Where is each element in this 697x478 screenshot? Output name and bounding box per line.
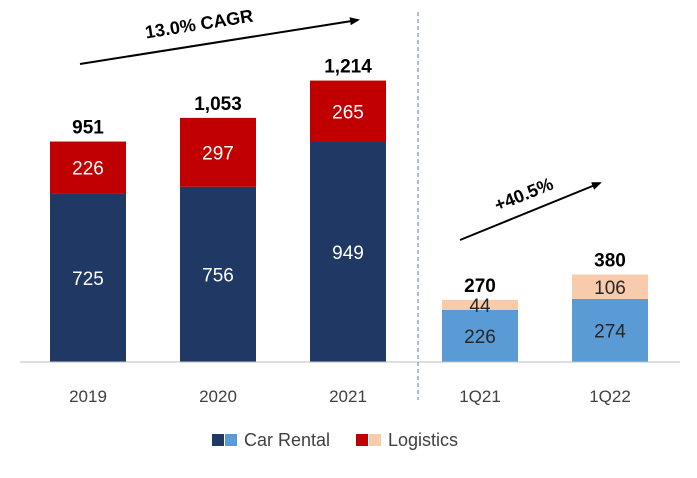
- bar-car-rental-2020: [180, 186, 256, 362]
- cagr-arrow: [79, 17, 360, 65]
- x-tick-label-2021: 2021: [329, 387, 367, 406]
- bar-label-car-rental-2020: 756: [202, 265, 234, 286]
- bar-logistics-1q22: [572, 274, 648, 299]
- legend: Car Rental Logistics: [212, 430, 458, 450]
- labels-layer: 725 226 951 2019 756 297 1,053 2020 949 265 1,214 2…: [69, 57, 631, 406]
- bar-label-car-rental-2019: 725: [72, 269, 104, 290]
- bar-label-car-rental-1q22: 274: [594, 321, 626, 342]
- total-label-1q22: 380: [594, 251, 626, 272]
- bar-car-rental-1q22: [572, 298, 648, 362]
- bar-car-rental-2019: [50, 193, 126, 362]
- growth-arrow: [459, 182, 602, 241]
- bar-car-rental-1q21: [442, 310, 518, 362]
- x-tick-label-2019: 2019: [69, 387, 107, 406]
- bar-label-car-rental-2021: 949: [332, 243, 364, 264]
- total-label-2019: 951: [72, 118, 104, 139]
- x-tick-label-2020: 2020: [199, 387, 237, 406]
- bar-car-rental-2021: [310, 142, 386, 362]
- bar-label-logistics-1q22: 106: [594, 278, 626, 299]
- total-label-2020: 1,053: [194, 94, 242, 115]
- bar-logistics-1q21: [442, 299, 518, 310]
- x-tick-label-1q22: 1Q22: [589, 387, 631, 406]
- growth-label: +40.5%: [491, 174, 556, 216]
- legend-label-logistics: Logistics: [388, 430, 458, 450]
- legend-swatch-car-rental-light: [225, 434, 237, 446]
- bar-logistics-2021: [310, 80, 386, 142]
- bar-logistics-2020: [180, 117, 256, 187]
- legend-swatch-car-rental-dark: [212, 434, 224, 446]
- bars-layer: [50, 80, 648, 362]
- legend-swatch-logistics-light: [369, 434, 381, 446]
- bar-label-logistics-1q21: 44: [469, 296, 491, 317]
- cagr-label: 13.0% CAGR: [144, 6, 255, 43]
- total-label-1q21: 270: [464, 276, 496, 297]
- bar-label-logistics-2020: 297: [202, 143, 234, 164]
- legend-label-car-rental: Car Rental: [244, 430, 330, 450]
- total-label-2021: 1,214: [324, 57, 372, 78]
- legend-swatch-logistics-dark: [356, 434, 368, 446]
- bar-label-logistics-2019: 226: [72, 159, 104, 180]
- x-tick-label-1q21: 1Q21: [459, 387, 501, 406]
- bar-logistics-2019: [50, 141, 126, 194]
- bar-label-car-rental-1q21: 226: [464, 327, 496, 348]
- bar-label-logistics-2021: 265: [332, 102, 364, 123]
